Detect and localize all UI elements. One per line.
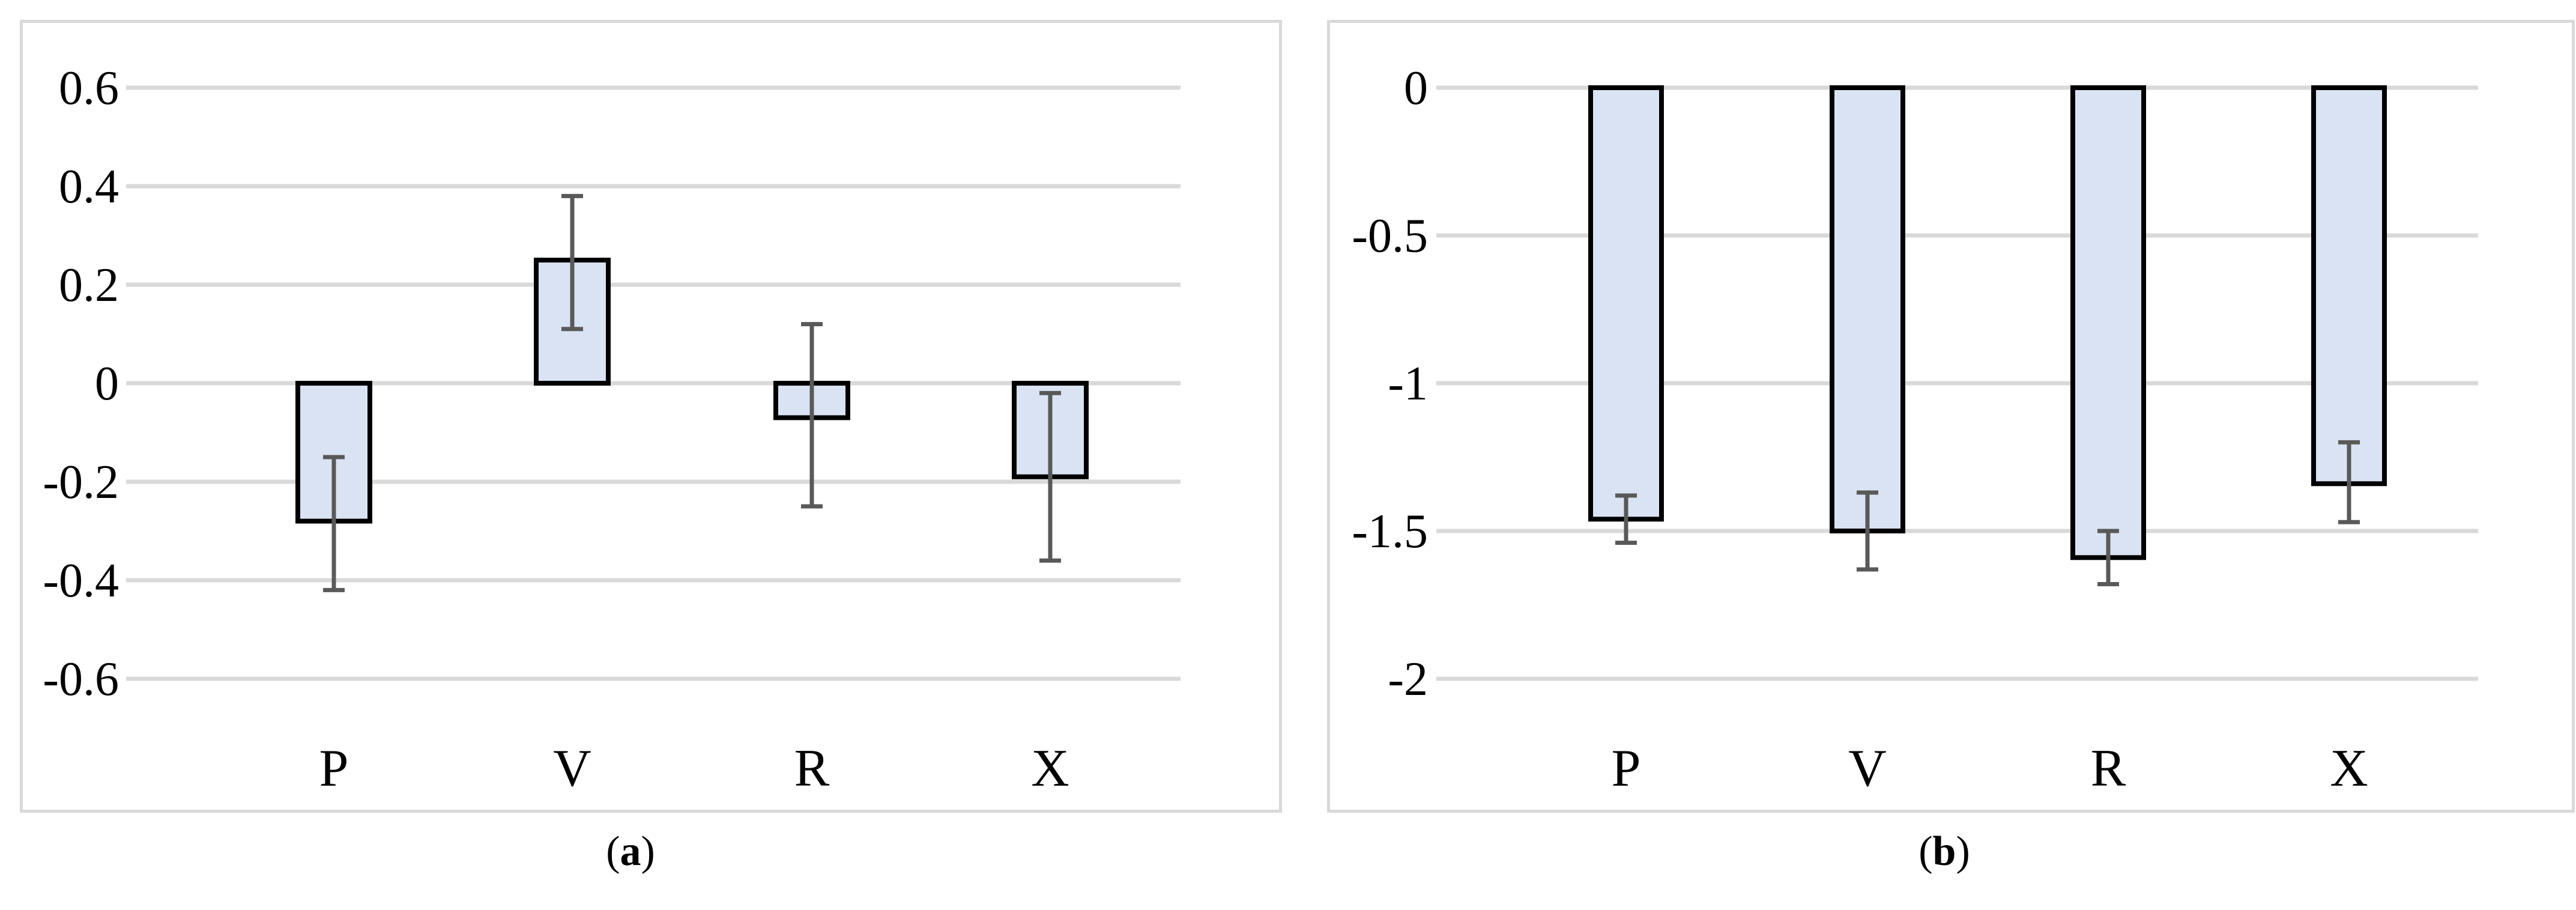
ytick-label-a-1: 0.4	[59, 160, 119, 213]
ytick-label-a-0: 0.6	[59, 62, 119, 115]
xtick-label-a-P: P	[319, 739, 349, 798]
bar-b-X	[2311, 85, 2387, 487]
bar-b-V	[1830, 85, 1905, 533]
xtick-label-b-V: V	[1848, 739, 1887, 798]
ytick-label-b-1: -0.5	[1352, 210, 1428, 262]
error-bar-b-P	[1615, 493, 1637, 545]
error-bar-b-R	[2097, 529, 2119, 587]
xtick-label-b-R: R	[2091, 739, 2126, 798]
ytick-label-b-0: 0	[1404, 62, 1428, 115]
bar-b-R	[2070, 85, 2146, 560]
error-bar-a-V	[561, 193, 583, 332]
ytick-label-a-6: -0.6	[43, 653, 119, 706]
xtick-label-a-R: R	[794, 739, 830, 798]
ytick-label-a-2: 0.2	[59, 259, 119, 312]
ytick-label-b-2: -1	[1388, 357, 1428, 410]
error-bar-a-X	[1039, 390, 1061, 563]
chart-a-svg: 0.6 0.4 0.2 0 -0.2 -0.4 -0.6 P V R X	[43, 62, 1181, 798]
xtick-label-a-V: V	[553, 739, 591, 798]
chart-b-svg: 0 -0.5 -1 -1.5 -2 P V R X	[1352, 62, 2478, 798]
caption-b: (b)	[1918, 828, 1970, 875]
ytick-label-a-4: -0.2	[43, 456, 119, 509]
error-bar-a-P	[323, 455, 345, 592]
xtick-label-b-P: P	[1612, 739, 1641, 798]
chart-panel-b: 0 -0.5 -1 -1.5 -2 P V R X	[1327, 20, 2575, 813]
xtick-label-b-X: X	[2330, 739, 2368, 798]
error-bar-b-V	[1857, 490, 1878, 572]
error-bar-a-R	[801, 322, 823, 509]
xtick-label-a-X: X	[1031, 739, 1069, 798]
bar-b-P	[1588, 85, 1664, 522]
ytick-label-b-3: -1.5	[1352, 505, 1428, 558]
caption-a: (a)	[606, 828, 655, 875]
chart-panel-a: 0.6 0.4 0.2 0 -0.2 -0.4 -0.6 P V R X	[20, 20, 1282, 813]
ytick-label-a-5: -0.4	[43, 554, 119, 607]
ytick-label-b-4: -2	[1388, 653, 1428, 706]
ytick-label-a-3: 0	[95, 357, 119, 410]
error-bar-b-X	[2338, 440, 2360, 524]
